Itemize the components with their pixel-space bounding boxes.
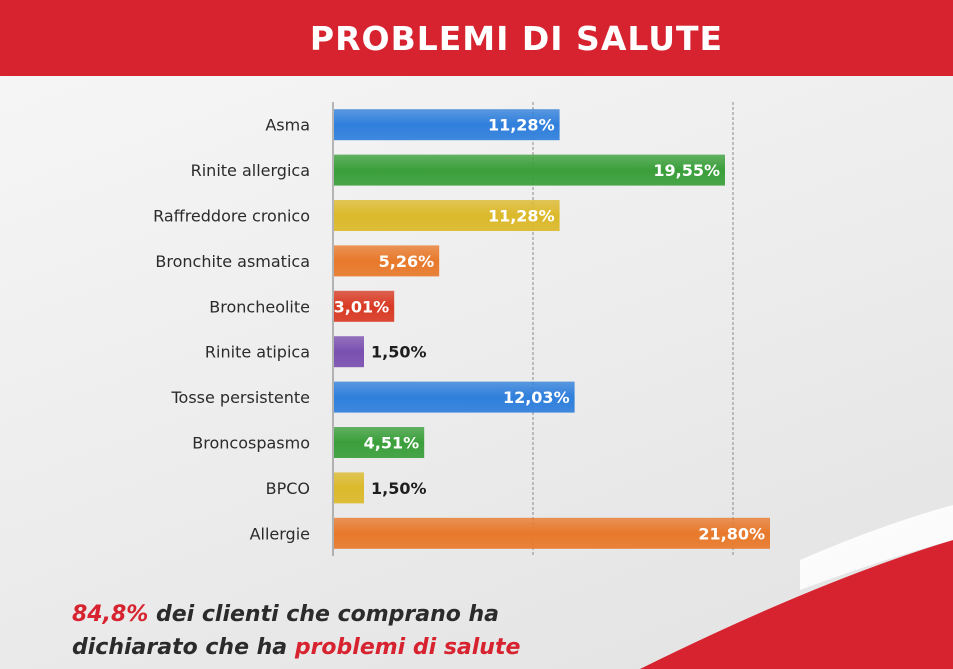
data-label: 21,80% (698, 524, 765, 543)
category-label: Asma (265, 116, 310, 135)
data-label: 12,03% (503, 388, 570, 407)
category-label: Broncospasmo (192, 434, 310, 453)
data-label: 19,55% (653, 161, 720, 180)
bar (334, 472, 364, 504)
footer-line-1: 84,8% dei clienti che comprano ha (72, 598, 632, 631)
category-label: Rinite allergica (191, 161, 310, 180)
data-label: 11,28% (488, 116, 555, 135)
page-title: PROBLEMI DI SALUTE (309, 18, 724, 58)
bar (334, 109, 560, 141)
bar (334, 427, 425, 458)
category-label: Tosse persistente (170, 388, 310, 407)
bar (334, 336, 364, 368)
footer-percentage: 84,8% (72, 602, 149, 627)
bar (334, 154, 725, 186)
data-label: 1,50% (371, 343, 427, 362)
data-label: 11,28% (488, 207, 555, 226)
bar (334, 290, 395, 322)
category-label: Raffreddore cronico (153, 207, 310, 226)
category-label: Rinite atipica (205, 343, 310, 362)
category-label: BPCO (266, 479, 310, 498)
footer-note: 84,8% dei clienti che comprano ha dichia… (72, 598, 632, 664)
data-label: 3,01% (334, 297, 390, 316)
category-label: Broncheolite (209, 297, 310, 316)
data-label: 1,50% (371, 479, 427, 498)
bar (334, 245, 440, 277)
data-label: 4,51% (364, 434, 420, 453)
category-label: Allergie (250, 524, 310, 543)
bar (334, 200, 560, 231)
footer-highlight-text: problemi di salute (294, 635, 521, 660)
footer-text-2: dichiarato che ha (72, 635, 295, 660)
footer-line-2: dichiarato che ha problemi di salute (72, 631, 632, 664)
bar-chart: Asma 11,28% Rinite allergica 19,55% Raffredd… (153, 102, 770, 556)
footer-text-1: dei clienti che comprano ha (148, 602, 500, 627)
bar (334, 517, 770, 549)
data-label: 5,26% (379, 252, 435, 271)
bar (334, 381, 575, 413)
category-label: Bronchite asmatica (155, 252, 310, 271)
title-banner: PROBLEMI DI SALUTE (0, 0, 953, 76)
